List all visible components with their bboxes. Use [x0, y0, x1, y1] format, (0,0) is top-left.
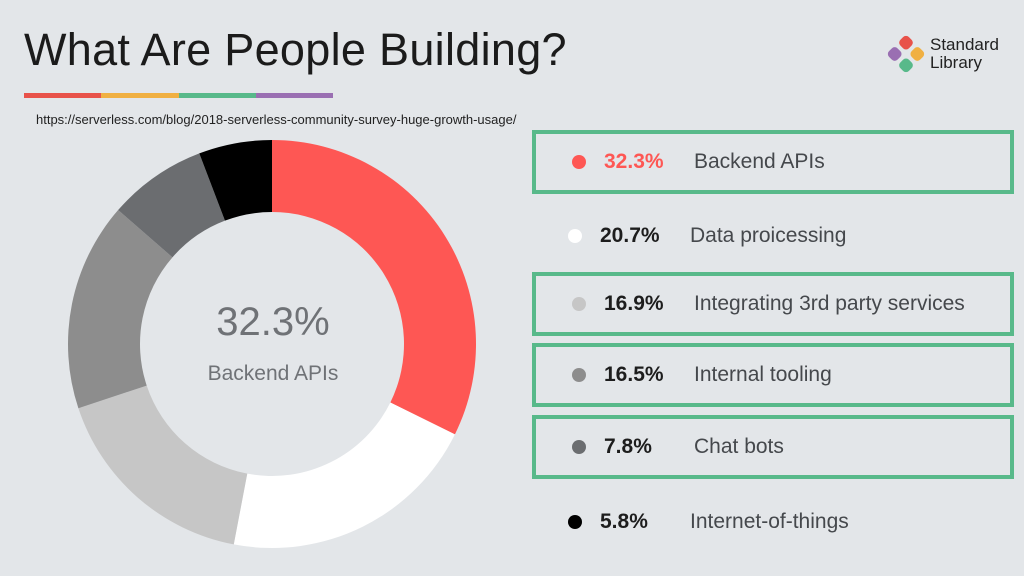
legend-label: Internal tooling — [694, 363, 832, 386]
legend-value: 16.5% — [604, 363, 664, 386]
legend-value: 5.8% — [600, 510, 648, 533]
underline-segment — [178, 93, 256, 98]
legend-dot — [572, 297, 586, 311]
source-link[interactable]: https://serverless.com/blog/2018-serverl… — [36, 112, 517, 127]
legend-dot — [572, 368, 586, 382]
center-label: Backend APIs — [207, 362, 339, 385]
legend-label: Data proicessing — [690, 224, 847, 247]
page-title: What Are People Building? — [24, 24, 567, 75]
standard-library-logo: Standard Library — [886, 34, 1012, 74]
legend-label: Integrating 3rd party services — [694, 292, 965, 315]
underline-segment — [255, 93, 333, 98]
donut-slice-integrating-3rd-party-services — [78, 385, 248, 545]
legend-value: 32.3% — [604, 150, 664, 173]
legend-label: Backend APIs — [694, 150, 825, 173]
legend-item-data-proicessing: 20.7% Data proicessing — [532, 204, 1014, 268]
legend-label: Internet-of-things — [690, 510, 849, 533]
donut-slice-backend-apis — [272, 140, 476, 435]
center-value: 32.3% — [216, 300, 330, 344]
legend-dot — [568, 515, 582, 529]
legend-value: 20.7% — [600, 224, 660, 247]
donut-slice-internet-of-things — [199, 140, 272, 221]
legend-item-internal-tooling: 16.5% Internal tooling — [532, 343, 1014, 407]
logo-wordmark: Standard Library — [930, 36, 999, 72]
legend-item-internet-of-things: 5.8% Internet-of-things — [532, 490, 1014, 554]
underline-segment — [101, 93, 179, 98]
donut-slice-data-proicessing — [233, 402, 455, 548]
logo-mark-icon — [887, 35, 925, 73]
legend-label: Chat bots — [694, 435, 784, 458]
legend-dot — [568, 229, 582, 243]
legend-value: 7.8% — [604, 435, 652, 458]
legend-dot — [572, 155, 586, 169]
underline-segment — [24, 93, 102, 98]
legend-value: 16.9% — [604, 292, 664, 315]
legend-item-integrating-3rd-party-services: 16.9% Integrating 3rd party services — [532, 272, 1014, 336]
donut-slice-chat-bots — [118, 153, 225, 258]
logo-line-2: Library — [930, 53, 982, 72]
logo-line-1: Standard — [930, 35, 999, 54]
legend-dot — [572, 440, 586, 454]
donut-slice-internal-tooling — [67, 210, 173, 409]
legend-item-chat-bots: 7.8% Chat bots — [532, 415, 1014, 479]
legend-item-backend-apis: 32.3% Backend APIs — [532, 130, 1014, 194]
title-underline — [24, 93, 333, 98]
